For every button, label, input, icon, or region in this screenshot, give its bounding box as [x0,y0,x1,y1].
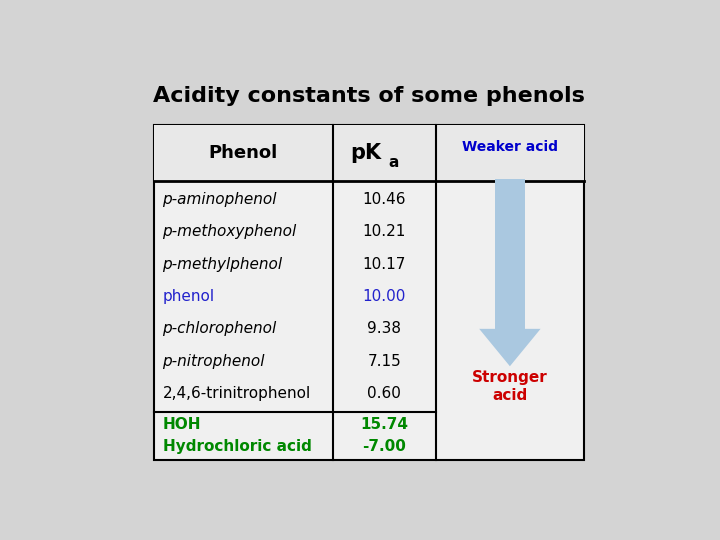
Text: Phenol: Phenol [209,144,278,162]
Text: p-nitrophenol: p-nitrophenol [163,354,265,369]
Text: 10.00: 10.00 [363,289,406,304]
Text: Stronger
acid: Stronger acid [472,370,548,403]
Polygon shape [480,329,541,366]
Bar [154,125,584,181]
Text: 0.60: 0.60 [367,386,401,401]
Text: pK: pK [351,143,382,163]
Text: 7.15: 7.15 [367,354,401,369]
Bar [154,125,584,460]
Bar [495,179,526,329]
Text: phenol: phenol [163,289,215,304]
Text: -7.00: -7.00 [362,440,406,454]
Text: p-methylphenol: p-methylphenol [163,256,283,272]
Text: 10.17: 10.17 [363,256,406,272]
Text: 2,4,6-trinitrophenol: 2,4,6-trinitrophenol [163,386,311,401]
Text: HOH: HOH [163,417,201,433]
Text: 10.46: 10.46 [363,192,406,207]
Text: 9.38: 9.38 [367,321,401,336]
Text: p-methoxyphenol: p-methoxyphenol [163,224,297,239]
Text: p-chlorophenol: p-chlorophenol [163,321,276,336]
Text: Hydrochloric acid: Hydrochloric acid [163,440,312,454]
Text: Weaker acid: Weaker acid [462,140,558,154]
Text: Acidity constants of some phenols: Acidity constants of some phenols [153,85,585,106]
Text: a: a [389,155,399,170]
Text: p-aminophenol: p-aminophenol [163,192,277,207]
Text: 15.74: 15.74 [360,417,408,433]
Text: 10.21: 10.21 [363,224,406,239]
